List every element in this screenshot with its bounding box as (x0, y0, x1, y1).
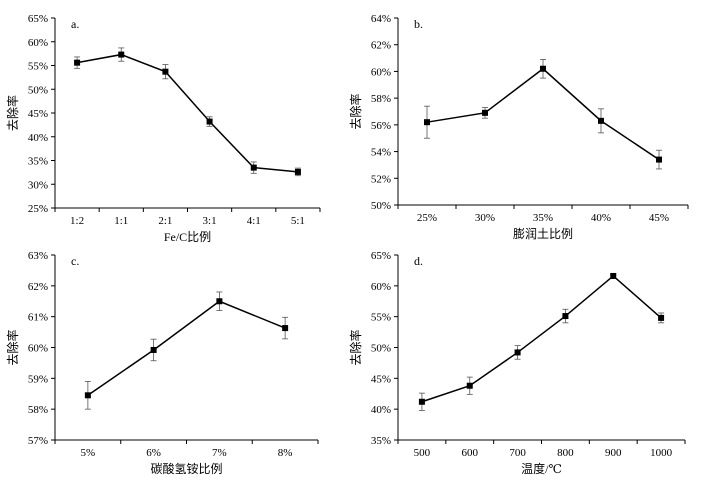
y-tick-label: 35% (28, 156, 48, 168)
y-tick-label: 60% (28, 37, 48, 49)
x-tick-label: 1:1 (114, 215, 128, 227)
y-axis-title: 去除率 (348, 329, 363, 365)
data-point (514, 349, 521, 356)
y-tick-label: 50% (371, 200, 391, 212)
x-tick-label: 800 (557, 447, 574, 459)
x-tick-label: 900 (605, 447, 622, 459)
chart-panel-1: 25% 30% 35% 40% 45% 50% 55% 60% 65% 1:2 1:1 2:1 3:1 4… (5, 13, 321, 244)
y-tick-label: 52% (371, 173, 391, 185)
y-tick-label: 60% (371, 281, 391, 293)
y-tick-label: 25% (28, 203, 48, 215)
x-tick-label: 8% (278, 447, 293, 459)
data-point (466, 382, 473, 389)
series-line (87, 300, 286, 396)
x-axis-title: Fe/C比例 (164, 230, 211, 244)
series-line (421, 274, 662, 403)
y-tick-label: 45% (371, 373, 391, 385)
y-tick-label: 40% (28, 132, 48, 144)
x-tick-label: 6% (146, 447, 161, 459)
y-tick-label: 64% (371, 13, 391, 25)
y-tick-label: 57% (28, 435, 48, 447)
data-point (540, 65, 546, 72)
panel-label: b. (414, 17, 423, 31)
y-axis-title: 去除率 (348, 93, 363, 129)
data-point (294, 168, 301, 175)
data-point (562, 313, 569, 320)
chart-panel-2: 50% 52% 54% 56% 58% 60% 62% 64% 25% 30% 35% 40% 45% 膨… (348, 13, 689, 241)
y-tick-label: 54% (371, 147, 391, 159)
y-tick-label: 58% (371, 93, 391, 105)
panel-label: d. (414, 254, 423, 268)
y-tick-label: 61% (28, 312, 48, 324)
data-point (150, 346, 157, 353)
y-tick-label: 62% (371, 40, 391, 52)
y-tick-label: 59% (28, 373, 48, 385)
data-point (418, 398, 425, 405)
x-axis-title: 温度/℃ (521, 461, 562, 476)
data-point (162, 68, 169, 75)
y-tick-label: 60% (28, 343, 48, 355)
data-point (610, 272, 617, 279)
y-tick-label: 55% (28, 61, 48, 73)
chart-panel-4: 35% 40% 45% 50% 55% 60% 65% 500 600 700 800 900 1000… (348, 250, 686, 476)
data-point (424, 119, 430, 126)
x-axis-title: 碳酸氢铵比例 (150, 461, 222, 476)
x-tick-label: 40% (591, 212, 611, 224)
y-tick-label: 45% (28, 108, 48, 120)
y-tick-label: 40% (371, 404, 391, 416)
data-point (282, 325, 289, 332)
data-point (598, 117, 604, 124)
data-point (482, 109, 488, 116)
data-point (206, 118, 213, 125)
data-point (656, 156, 662, 163)
data-point (216, 298, 223, 305)
y-axis-title: 去除率 (5, 95, 20, 131)
y-tick-label: 60% (371, 66, 391, 78)
data-point (84, 392, 91, 399)
x-tick-label: 5% (81, 447, 96, 459)
y-tick-label: 65% (371, 250, 391, 262)
y-tick-label: 58% (28, 404, 48, 416)
y-tick-label: 56% (371, 120, 391, 132)
x-tick-label: 4:1 (247, 215, 261, 227)
x-tick-label: 3:1 (203, 215, 217, 227)
y-tick-label: 65% (28, 13, 48, 25)
y-tick-label: 50% (28, 84, 48, 96)
x-tick-label: 30% (475, 212, 495, 224)
x-tick-label: 1000 (650, 447, 673, 459)
y-tick-label: 55% (371, 312, 391, 324)
x-tick-label: 500 (414, 447, 431, 459)
data-point (74, 59, 81, 66)
panel-label: a. (71, 17, 79, 31)
series-line (426, 67, 660, 161)
x-tick-label: 600 (462, 447, 479, 459)
chart-panel-3: 57% 58% 59% 60% 61% 62% 63% 5% 6% 7% 8% 碳酸氢铵比例 去除率 c. (5, 250, 319, 476)
x-tick-label: 5:1 (291, 215, 305, 227)
data-point (658, 314, 665, 321)
series-line (76, 53, 298, 173)
x-tick-label: 25% (417, 212, 437, 224)
x-tick-label: 1:2 (70, 215, 84, 227)
y-tick-label: 30% (28, 179, 48, 191)
y-tick-label: 35% (371, 435, 391, 447)
y-axis-title: 去除率 (5, 329, 20, 365)
x-axis-title: 膨润土比例 (513, 227, 573, 241)
x-tick-label: 2:1 (158, 215, 172, 227)
y-tick-label: 50% (371, 343, 391, 355)
x-tick-label: 45% (649, 212, 669, 224)
data-point (118, 51, 125, 58)
panel-label: c. (71, 254, 79, 268)
x-tick-label: 700 (509, 447, 526, 459)
data-point (250, 164, 257, 171)
x-tick-label: 7% (212, 447, 227, 459)
y-tick-label: 62% (28, 281, 48, 293)
x-tick-label: 35% (533, 212, 553, 224)
y-tick-label: 63% (28, 250, 48, 262)
